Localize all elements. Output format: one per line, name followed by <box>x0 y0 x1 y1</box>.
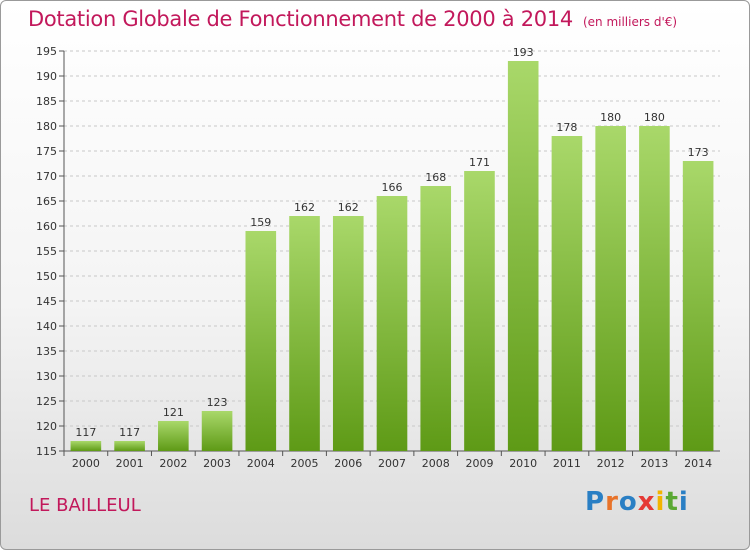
y-tick-label: 180 <box>36 120 57 133</box>
y-tick-label: 160 <box>36 220 57 233</box>
bar <box>289 216 320 451</box>
bar <box>639 126 670 451</box>
y-tick-label: 155 <box>36 245 57 258</box>
y-tick-label: 165 <box>36 195 57 208</box>
logo-letter: r <box>605 487 619 517</box>
bar-value-label: 121 <box>163 406 184 419</box>
bar <box>201 411 233 451</box>
x-tick-label: 2008 <box>422 457 450 470</box>
bar <box>70 441 102 451</box>
y-tick-label: 185 <box>36 95 57 108</box>
x-tick-label: 2003 <box>203 457 231 470</box>
x-tick-label: 2002 <box>159 457 187 470</box>
proxiti-logo: Proxiti <box>585 487 689 517</box>
x-tick-label: 2006 <box>334 457 362 470</box>
bar-value-label: 117 <box>119 426 140 439</box>
x-tick-label: 2012 <box>597 457 625 470</box>
x-tick-label: 2009 <box>465 457 493 470</box>
bar <box>332 216 364 451</box>
logo-letter: x <box>637 487 656 517</box>
bar-value-label: 168 <box>425 171 446 184</box>
y-tick-label: 115 <box>36 445 57 458</box>
bar-value-label: 162 <box>338 201 359 214</box>
chart-title: Dotation Globale de Fonctionnement de 20… <box>28 7 677 31</box>
y-tick-label: 150 <box>36 270 57 283</box>
logo-letter: P <box>585 487 606 517</box>
bar-value-label: 171 <box>469 156 490 169</box>
bar <box>682 161 714 451</box>
bar <box>245 231 277 451</box>
chart-subtitle: (en milliers d'€) <box>582 15 678 29</box>
logo-letter: i <box>655 487 666 517</box>
x-tick-label: 2013 <box>640 457 668 470</box>
bar <box>114 441 145 451</box>
x-tick-label: 2010 <box>509 457 537 470</box>
bar-value-label: 180 <box>644 111 665 124</box>
x-tick-label: 2011 <box>553 457 581 470</box>
bar-value-label: 166 <box>382 181 403 194</box>
bar <box>376 196 408 451</box>
logo-letter: i <box>678 487 689 517</box>
bar-value-label: 193 <box>513 46 534 59</box>
commune-name: LE BAILLEUL <box>29 495 141 516</box>
bar <box>464 171 495 451</box>
x-tick-label: 2007 <box>378 457 406 470</box>
bar-value-label: 159 <box>250 216 271 229</box>
y-tick-label: 125 <box>36 395 57 408</box>
y-tick-label: 175 <box>36 145 57 158</box>
logo-letter: t <box>665 487 679 517</box>
bar-value-label: 162 <box>294 201 315 214</box>
y-tick-label: 120 <box>36 420 57 433</box>
bar <box>551 136 583 451</box>
logo-letter: o <box>618 487 638 517</box>
bar <box>507 61 539 451</box>
bar-value-label: 173 <box>688 146 709 159</box>
title-text: Dotation Globale de Fonctionnement de 20… <box>28 7 573 31</box>
bar-value-label: 180 <box>600 111 621 124</box>
x-tick-label: 2005 <box>291 457 319 470</box>
y-tick-label: 170 <box>36 170 57 183</box>
y-tick-label: 195 <box>36 45 57 58</box>
x-tick-label: 2001 <box>116 457 144 470</box>
y-tick-label: 145 <box>36 295 57 308</box>
bar <box>595 126 626 451</box>
bar <box>420 186 452 451</box>
y-tick-label: 130 <box>36 370 57 383</box>
bar-value-label: 117 <box>75 426 96 439</box>
y-tick-label: 140 <box>36 320 57 333</box>
bar <box>158 421 189 451</box>
bar-value-label: 123 <box>207 396 228 409</box>
bar-value-label: 178 <box>556 121 577 134</box>
y-tick-label: 135 <box>36 345 57 358</box>
y-tick-label: 190 <box>36 70 57 83</box>
x-tick-label: 2014 <box>684 457 712 470</box>
x-tick-label: 2004 <box>247 457 275 470</box>
x-tick-label: 2000 <box>72 457 100 470</box>
